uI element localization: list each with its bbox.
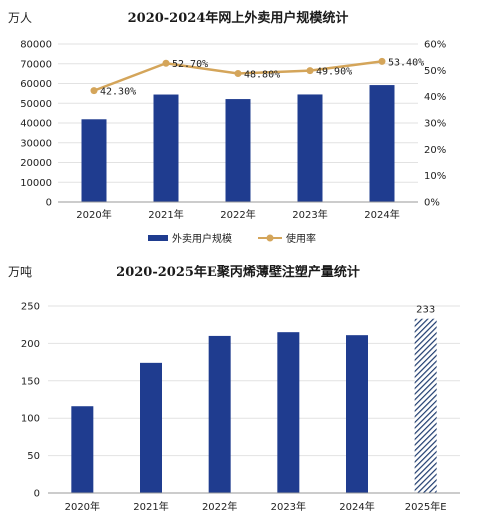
chart2-y-tick-label: 150	[21, 376, 40, 387]
legend-swatch-usage-rate-marker	[266, 234, 274, 242]
chart2-bar-estimate	[414, 318, 437, 493]
chart1-left-tick-label: 60000	[20, 79, 52, 90]
chart1-usage-rate-label: 52.70%	[172, 59, 208, 70]
chart2-bar	[208, 335, 231, 493]
chart2-bar-value-label: 233	[416, 305, 435, 316]
chart2-y-tick-label: 100	[21, 414, 40, 425]
chart1-right-tick-label: 0%	[424, 198, 440, 209]
chart1-bar	[81, 119, 107, 202]
chart2-y-tick-label: 200	[21, 339, 40, 350]
chart2-unit-label: 万吨	[8, 265, 32, 279]
chart1-x-tick-label: 2023年	[292, 208, 327, 221]
chart1-legend: 外卖用户规模 使用率	[148, 232, 316, 245]
chart1-unit-label: 万人	[8, 11, 32, 25]
chart2-x-tick-label: 2022年	[202, 500, 237, 513]
chart1-left-tick-label: 10000	[20, 178, 52, 189]
chart1-bar	[369, 85, 395, 202]
chart1-usage-rate-point	[234, 69, 242, 77]
chart2-bar	[71, 406, 94, 493]
chart1-x-tick-label: 2024年	[364, 208, 399, 221]
chart1-title: 2020-2024年网上外卖用户规模统计	[128, 10, 349, 26]
legend-label-usage-rate: 使用率	[286, 232, 316, 245]
chart1-usage-rate-point	[90, 87, 98, 95]
chart1-usage-rate-label: 48.80%	[244, 69, 280, 80]
chart1-usage-rate-point	[162, 59, 170, 67]
chart2-y-tick-label: 0	[34, 489, 40, 500]
chart1-left-tick-label: 0	[46, 198, 52, 209]
chart2-y-tick-label: 50	[27, 451, 40, 462]
chart1-left-tick-label: 30000	[20, 138, 52, 149]
chart1-x-tick-label: 2020年	[76, 208, 111, 221]
user-scale-chart: 2020-2024年网上外卖用户规模统计 万人 0 10000 20000 30000…	[8, 10, 446, 245]
chart2-bar	[140, 362, 162, 493]
chart2-x-tick-label: 2020年	[65, 500, 100, 513]
chart2-x-tick-label: 2023年	[271, 500, 306, 513]
chart1-right-tick-label: 30%	[424, 119, 446, 130]
chart2-title: 2020-2025年E聚丙烯薄壁注塑产量统计	[116, 265, 360, 280]
legend-swatch-user-scale	[148, 235, 168, 241]
chart1-usage-rate-label: 53.40%	[388, 57, 424, 68]
chart2-x-tick-label: 2025年E	[405, 500, 447, 513]
chart2-x-tick-label: 2024年	[339, 500, 374, 513]
chart1-left-tick-label: 70000	[20, 59, 52, 70]
chart1-right-tick-label: 50%	[424, 66, 446, 77]
chart1-left-tick-label: 20000	[20, 158, 52, 169]
chart2-x-tick-label: 2021年	[133, 500, 168, 513]
chart1-bar	[297, 94, 323, 202]
chart1-right-tick-label: 20%	[424, 145, 446, 156]
chart1-bar	[153, 94, 179, 202]
chart1-x-tick-label: 2021年	[148, 208, 183, 221]
chart2-y-tick-label: 250	[21, 302, 40, 313]
chart1-x-tick-label: 2022年	[220, 208, 255, 221]
chart1-right-tick-label: 60%	[424, 40, 446, 51]
injection-output-chart: 2020-2025年E聚丙烯薄壁注塑产量统计 万吨 0 50 100 150 200 25…	[8, 265, 460, 513]
chart1-bar	[225, 99, 251, 202]
chart1-left-tick-label: 40000	[20, 119, 52, 130]
chart1-usage-rate-point	[378, 57, 386, 65]
chart2-bar	[277, 332, 300, 493]
chart1-usage-rate-point	[306, 67, 314, 75]
chart1-usage-rate-label: 49.90%	[316, 67, 352, 78]
chart1-right-tick-label: 10%	[424, 171, 446, 182]
chart1-left-tick-label: 80000	[20, 40, 52, 51]
chart1-left-tick-label: 50000	[20, 99, 52, 110]
chart1-usage-rate-label: 42.30%	[100, 87, 136, 98]
chart2-bar	[346, 335, 368, 493]
legend-label-user-scale: 外卖用户规模	[172, 232, 232, 245]
chart1-right-tick-label: 40%	[424, 92, 446, 103]
